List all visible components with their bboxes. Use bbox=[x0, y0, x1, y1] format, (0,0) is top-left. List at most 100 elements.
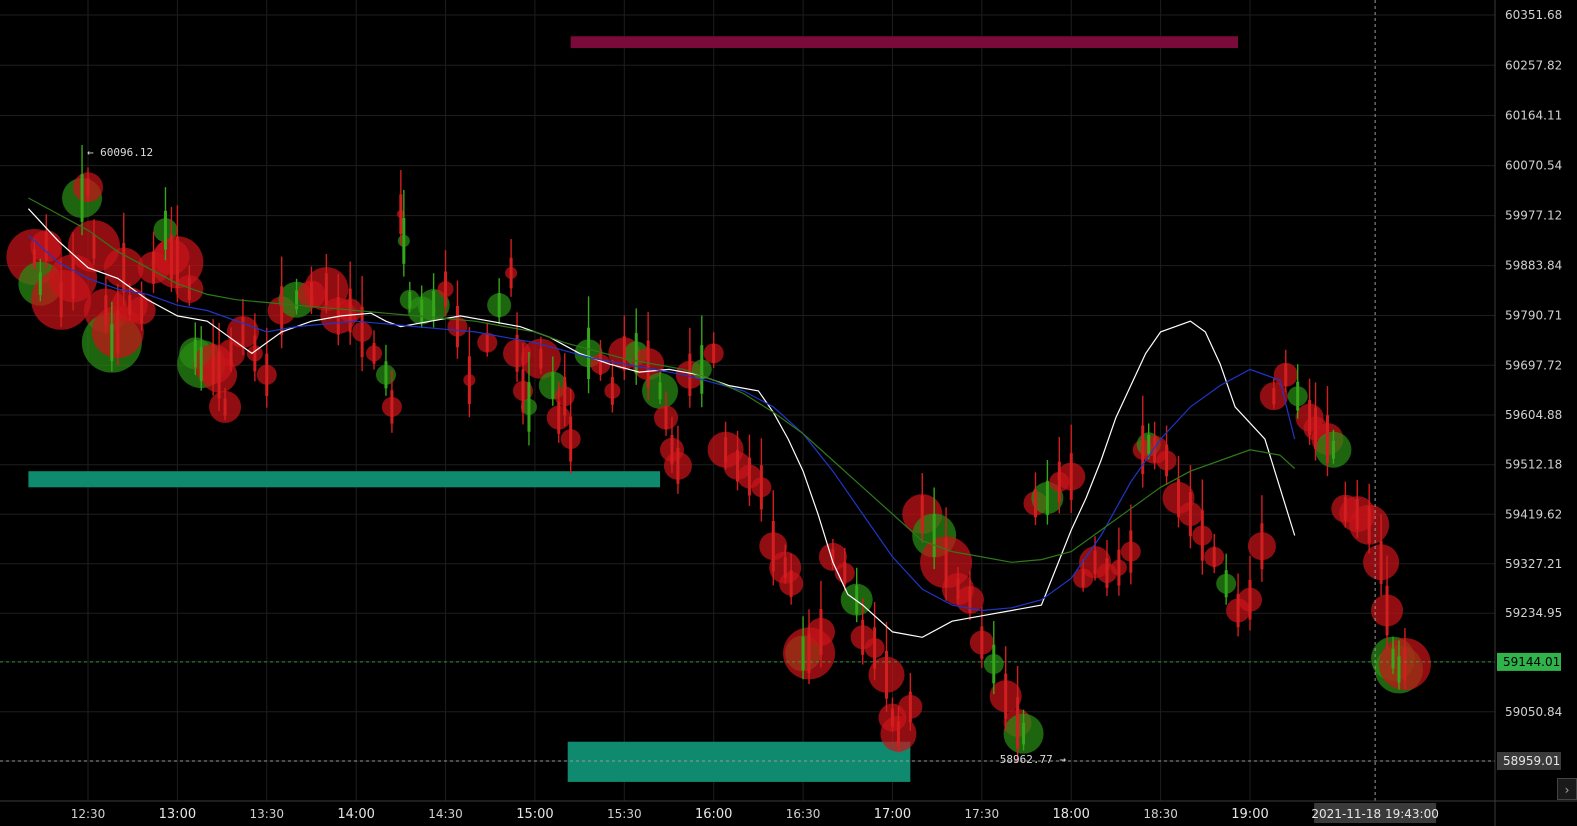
zone-resistance bbox=[570, 36, 1239, 49]
price-tick-label: 59697.72 bbox=[1505, 358, 1562, 372]
candle-body bbox=[896, 721, 900, 746]
candle-body bbox=[1081, 569, 1085, 587]
candle-body bbox=[1379, 540, 1383, 584]
scroll-right-button[interactable]: › bbox=[1557, 778, 1577, 800]
candle-body bbox=[104, 295, 108, 326]
candle-body bbox=[432, 290, 436, 320]
current-price-tag: 59144.01 bbox=[1497, 652, 1561, 671]
candle-body bbox=[890, 708, 894, 727]
candle-body bbox=[1105, 558, 1109, 588]
time-tick-label: 12:30 bbox=[71, 807, 106, 821]
candle-body bbox=[384, 361, 388, 389]
candle-body bbox=[587, 327, 591, 380]
time-tick-label: 18:30 bbox=[1143, 807, 1178, 821]
zone-support-upper bbox=[28, 471, 661, 488]
candle-body bbox=[1260, 523, 1264, 570]
candle-body bbox=[92, 234, 96, 259]
candle-body bbox=[217, 351, 221, 399]
candle-body bbox=[71, 257, 75, 300]
candle-body bbox=[80, 174, 84, 222]
candle-body bbox=[1272, 388, 1276, 405]
candle-body bbox=[956, 579, 960, 599]
candle-body bbox=[676, 447, 680, 484]
candle-body bbox=[855, 585, 859, 615]
time-tick-label: 19:00 bbox=[1231, 807, 1268, 822]
candle-body bbox=[598, 353, 602, 375]
candle-body bbox=[831, 548, 835, 566]
candle-body bbox=[968, 586, 972, 613]
candle-body bbox=[497, 293, 501, 318]
candle-body bbox=[1355, 498, 1359, 530]
candle-body bbox=[467, 356, 471, 404]
candle-body bbox=[1308, 400, 1312, 436]
candle-body bbox=[557, 401, 561, 434]
candle-body bbox=[724, 437, 728, 463]
candle-body bbox=[1176, 479, 1180, 517]
candle-body bbox=[873, 627, 877, 669]
candle-body bbox=[622, 336, 626, 371]
price-tick-label: 59419.62 bbox=[1505, 507, 1562, 521]
candle-body bbox=[1200, 510, 1204, 561]
crosshair-time-tag-bg bbox=[1314, 803, 1437, 823]
candle-body bbox=[1117, 549, 1121, 586]
price-tick-label: 59050.84 bbox=[1505, 705, 1562, 719]
candle-body bbox=[1331, 440, 1335, 459]
candle-body bbox=[527, 382, 531, 432]
candle-body bbox=[736, 450, 740, 482]
candle-body bbox=[569, 416, 573, 462]
crosshair-price-tag-label: 58959.01 bbox=[1503, 754, 1560, 768]
candle-body bbox=[199, 346, 203, 382]
candle-body bbox=[128, 295, 132, 316]
time-tick-label: 17:00 bbox=[874, 807, 911, 822]
time-tick-label: 14:30 bbox=[428, 807, 463, 821]
candle-body bbox=[38, 272, 42, 295]
candle-body bbox=[169, 234, 173, 280]
candle-body bbox=[229, 341, 233, 366]
candle-body bbox=[1367, 506, 1371, 544]
price-tick-label: 59604.88 bbox=[1505, 408, 1562, 422]
candle-body bbox=[1248, 579, 1252, 620]
candle-body bbox=[1022, 722, 1026, 745]
candle-body bbox=[634, 333, 638, 374]
candle-body bbox=[1165, 444, 1169, 477]
candle-body bbox=[1057, 461, 1061, 503]
crosshair-time-tag-label: 2021-11-18 19:43:00 bbox=[1311, 807, 1438, 821]
candle-body bbox=[193, 339, 197, 368]
candle-body bbox=[908, 691, 912, 723]
price-tick-label: 60257.82 bbox=[1505, 58, 1562, 72]
candle-body bbox=[551, 372, 555, 399]
candle-body bbox=[110, 324, 114, 362]
crosshair-price-tag: 58959.01 bbox=[1497, 752, 1561, 770]
time-tick-label: 14:00 bbox=[337, 807, 374, 822]
price-annotation: 58962.77 → bbox=[1000, 753, 1067, 766]
candle-body bbox=[801, 636, 805, 670]
candle-body bbox=[44, 231, 48, 261]
candle-body bbox=[140, 297, 144, 324]
time-tick-label: 16:30 bbox=[786, 807, 821, 821]
candle-body bbox=[116, 310, 120, 354]
candle-body bbox=[885, 650, 889, 699]
candle-body bbox=[1397, 656, 1401, 683]
candle-body bbox=[992, 644, 996, 684]
candle-body bbox=[700, 345, 704, 394]
candle-body bbox=[1325, 415, 1329, 463]
candle-body bbox=[807, 633, 811, 674]
price-tick-label: 60164.11 bbox=[1505, 108, 1562, 122]
candle-body bbox=[360, 306, 364, 358]
time-tick-label: 13:00 bbox=[159, 807, 196, 822]
candle-body bbox=[783, 557, 787, 578]
candle-body bbox=[944, 537, 948, 588]
candle-body bbox=[1045, 480, 1049, 516]
candle-body bbox=[747, 457, 751, 496]
time-tick-label: 15:00 bbox=[516, 807, 553, 822]
candle-body bbox=[1391, 648, 1395, 669]
moving-average-line bbox=[27, 208, 1296, 638]
candle-body bbox=[1403, 647, 1407, 681]
candle-body bbox=[122, 242, 126, 293]
candle-body bbox=[187, 278, 191, 300]
candle-body bbox=[1188, 492, 1192, 537]
candle-body bbox=[843, 561, 847, 585]
candle-body bbox=[1033, 489, 1037, 518]
candle-body bbox=[86, 178, 90, 197]
